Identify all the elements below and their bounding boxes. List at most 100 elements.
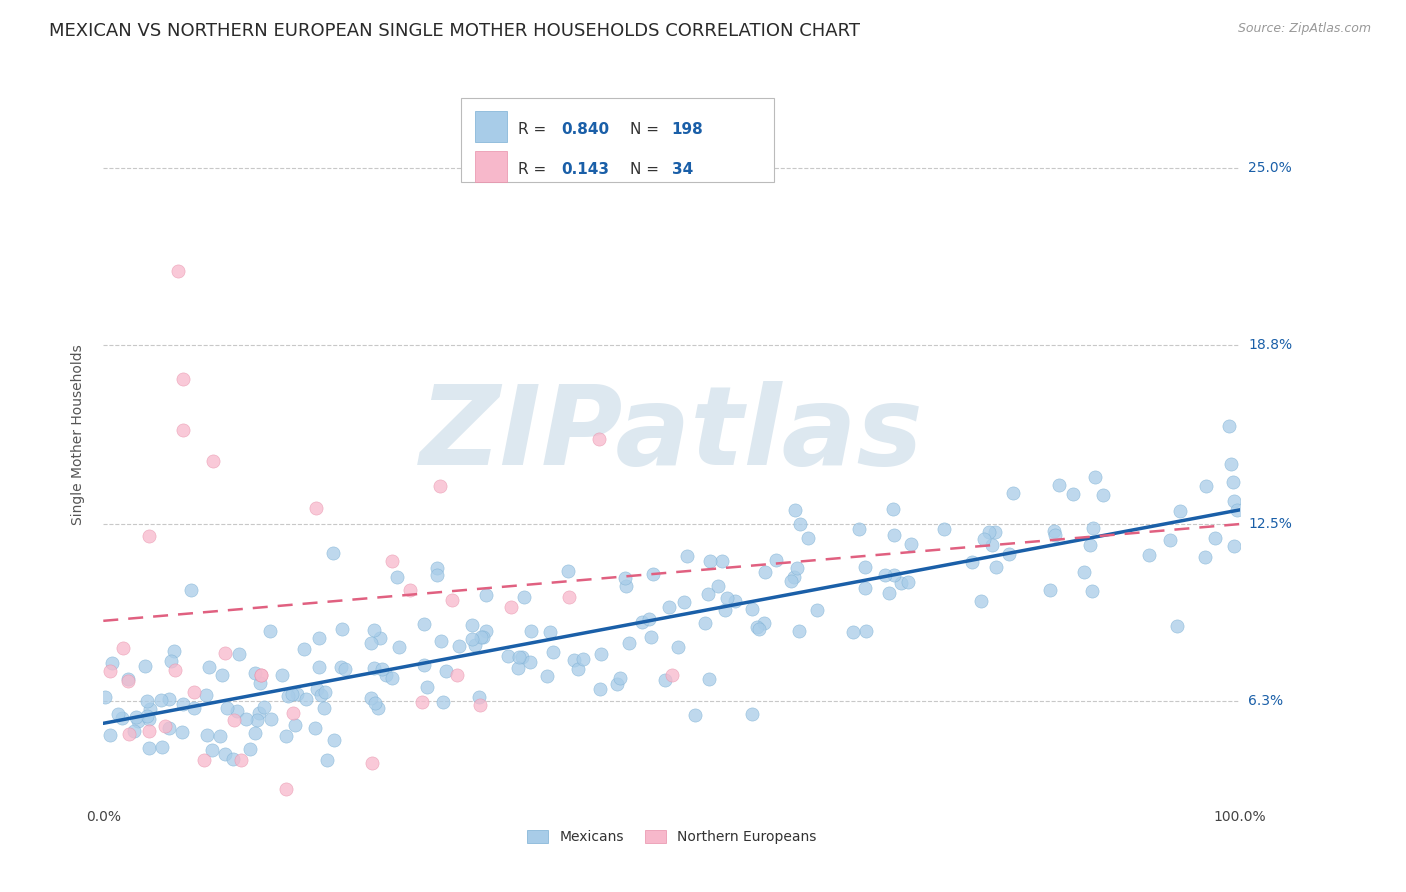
Point <box>138 724 160 739</box>
Point <box>127 714 149 729</box>
Text: R =: R = <box>519 122 551 137</box>
Point <box>138 741 160 756</box>
Point <box>172 372 194 386</box>
Point <box>172 697 194 711</box>
Point <box>367 700 389 714</box>
Point <box>1168 504 1191 518</box>
Point <box>135 694 157 708</box>
Text: N =: N = <box>630 161 664 177</box>
Point <box>683 707 706 722</box>
Point <box>1081 583 1104 598</box>
Point <box>308 631 330 645</box>
Text: 0.143: 0.143 <box>561 161 609 177</box>
Point <box>221 752 243 766</box>
Point <box>984 525 1007 540</box>
Point <box>508 649 530 664</box>
Point <box>193 753 215 767</box>
Point <box>571 651 593 665</box>
Point <box>900 537 922 551</box>
Point <box>426 561 449 575</box>
Point <box>588 433 610 447</box>
Point <box>1002 486 1025 500</box>
Point <box>468 698 491 713</box>
Point <box>541 645 564 659</box>
Point <box>312 700 335 714</box>
Point <box>198 660 221 674</box>
Point <box>222 713 245 727</box>
Point <box>716 591 738 605</box>
Point <box>330 660 353 674</box>
Point <box>214 747 236 762</box>
Point <box>897 575 920 590</box>
Text: 0.840: 0.840 <box>561 122 610 137</box>
Point <box>877 585 900 599</box>
Point <box>134 659 156 673</box>
FancyBboxPatch shape <box>475 112 508 142</box>
Point <box>117 672 139 686</box>
Point <box>138 529 160 543</box>
Point <box>399 582 422 597</box>
Point <box>631 615 654 630</box>
Point <box>277 689 299 703</box>
Point <box>783 503 806 517</box>
Point <box>1078 538 1101 552</box>
Point <box>411 695 433 709</box>
Point <box>385 570 408 584</box>
Point <box>295 692 318 706</box>
Point <box>214 646 236 660</box>
Point <box>374 668 396 682</box>
Point <box>361 756 384 771</box>
Point <box>1081 521 1104 535</box>
Point <box>157 691 180 706</box>
Point <box>229 754 252 768</box>
Point <box>211 668 233 682</box>
Point <box>960 555 983 569</box>
Point <box>307 681 329 696</box>
Point <box>754 565 776 579</box>
Point <box>363 661 385 675</box>
Point <box>724 593 747 607</box>
Point <box>1195 479 1218 493</box>
Point <box>765 553 787 567</box>
Point <box>150 693 173 707</box>
Point <box>853 559 876 574</box>
Point <box>468 690 491 705</box>
Point <box>150 739 173 754</box>
Point <box>183 700 205 714</box>
Point <box>889 575 911 590</box>
Point <box>998 547 1021 561</box>
Point <box>1204 531 1226 545</box>
Point <box>661 668 683 682</box>
Point <box>447 639 470 653</box>
Point <box>138 712 160 726</box>
Point <box>741 602 763 616</box>
Point <box>498 649 520 664</box>
Point <box>380 671 402 685</box>
Point <box>606 677 628 691</box>
Point <box>259 624 281 639</box>
Point <box>167 263 190 277</box>
Point <box>783 570 806 584</box>
Text: 34: 34 <box>672 161 693 177</box>
Point <box>276 781 298 796</box>
Point <box>873 567 896 582</box>
Point <box>194 688 217 702</box>
Point <box>658 599 681 614</box>
Point <box>1137 548 1160 562</box>
Point <box>314 685 336 699</box>
Point <box>294 642 316 657</box>
Point <box>250 668 273 682</box>
Point <box>557 564 579 578</box>
Point <box>225 704 247 718</box>
Point <box>274 729 297 743</box>
Text: MEXICAN VS NORTHERN EUROPEAN SINGLE MOTHER HOUSEHOLDS CORRELATION CHART: MEXICAN VS NORTHERN EUROPEAN SINGLE MOTH… <box>49 22 860 40</box>
Point <box>281 706 304 721</box>
Point <box>508 661 530 675</box>
Text: 6.3%: 6.3% <box>1249 694 1284 707</box>
Point <box>381 553 404 567</box>
Point <box>412 616 434 631</box>
Point <box>676 549 699 563</box>
Point <box>446 668 468 682</box>
Point <box>98 664 121 678</box>
FancyBboxPatch shape <box>475 151 508 182</box>
